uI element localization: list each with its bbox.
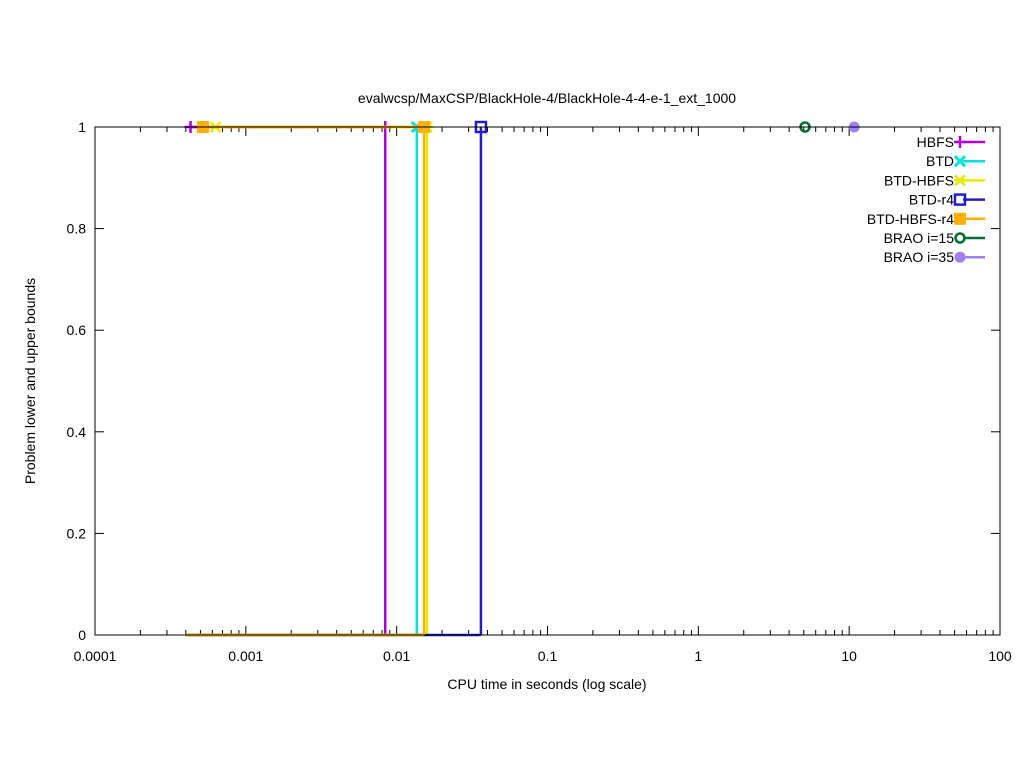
legend-entry: BRAO i=35	[884, 249, 985, 265]
star-marker	[954, 174, 966, 187]
legend-label: BTD-HBFS	[884, 172, 954, 188]
filled-square-marker	[954, 212, 966, 225]
x-marker	[953, 155, 967, 168]
x-tick-label: 100	[988, 648, 1012, 664]
x-tick-label: 1	[694, 648, 702, 664]
series-hbfs	[184, 121, 392, 637]
legend-label: HBFS	[917, 134, 954, 150]
legend-label: BTD	[926, 153, 954, 169]
y-tick-label: 0.4	[67, 424, 87, 440]
x-axis-label: CPU time in seconds (log scale)	[447, 676, 646, 692]
legend-label: BTD-r4	[909, 192, 954, 208]
y-tick-label: 0.2	[67, 525, 87, 541]
series-btd-r4	[185, 120, 488, 637]
y-tick-label: 0.8	[67, 221, 87, 237]
y-axis-label: Problem lower and upper bounds	[22, 278, 38, 484]
series-btd-hbfs-r4	[185, 121, 431, 637]
legend-entry: HBFS	[917, 134, 985, 150]
open-square-marker	[953, 193, 967, 206]
legend-entry: BTD-HBFS	[884, 172, 985, 188]
filled-circle-marker	[954, 251, 966, 263]
x-tick-label: 0.0001	[74, 648, 117, 664]
plot-border	[94, 126, 1001, 636]
legend-label: BTD-HBFS-r4	[867, 211, 954, 227]
legend-entry: BTD-HBFS-r4	[867, 211, 985, 227]
series-btd-hbfs	[185, 121, 434, 637]
x-tick-label: 0.01	[383, 648, 410, 664]
open-circle-marker	[954, 232, 966, 244]
y-tick-label: 1	[78, 119, 86, 135]
legend-label: BRAO i=35	[884, 249, 955, 265]
y-tick-label: 0.6	[67, 322, 87, 338]
legend-entry: BTD	[926, 153, 985, 169]
upper-bound-line	[215, 125, 429, 635]
legend-entry: BRAO i=15	[884, 230, 985, 246]
upper-bound-line	[202, 125, 426, 635]
plus-marker	[954, 136, 966, 148]
upper-bound-line	[190, 125, 387, 635]
x-tick-label: 10	[841, 648, 857, 664]
legend-label: BRAO i=15	[884, 230, 955, 246]
chart-title: evalwcsp/MaxCSP/BlackHole-4/BlackHole-4-…	[358, 90, 736, 106]
x-tick-label: 0.001	[228, 648, 263, 664]
y-tick-label: 0	[78, 627, 86, 643]
legend-entry: BTD-r4	[909, 192, 985, 208]
x-tick-label: 0.1	[538, 648, 558, 664]
